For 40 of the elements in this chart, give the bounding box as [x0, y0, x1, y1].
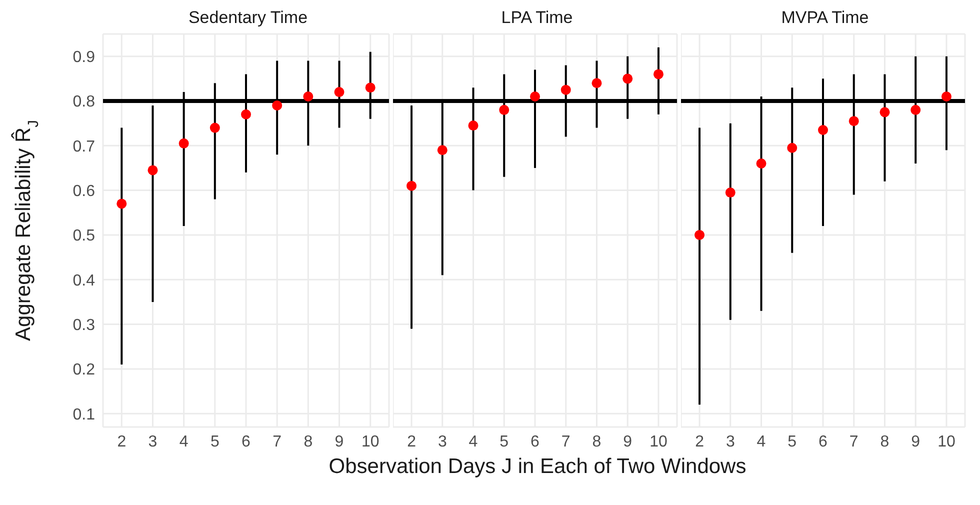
x-tick-label: 4 [468, 433, 478, 450]
y-tick-label: 0.1 [72, 406, 96, 424]
x-tick-label: 10 [938, 433, 956, 450]
x-tick-label: 6 [818, 433, 828, 450]
x-tick-label: 10 [650, 433, 668, 450]
x-tick-label: 8 [880, 433, 890, 450]
x-tick-label: 7 [272, 433, 282, 450]
chart-title: Sedentary Time [187, 8, 309, 29]
x-tick-label: 5 [210, 433, 220, 450]
x-tick-label: 10 [361, 433, 380, 450]
x-tick-label: 9 [334, 433, 344, 450]
x-tick-label: 6 [530, 433, 540, 450]
x-tick-label: 4 [179, 433, 188, 450]
x-tick-label: 7 [849, 433, 858, 450]
x-tick-label: 6 [242, 433, 251, 450]
x-tick-label: 2 [117, 433, 126, 450]
x-axis-title: Observation Days J in Each of Two Windows [328, 455, 748, 479]
x-tick-label: 7 [561, 433, 570, 450]
y-tick-label: 0.9 [72, 49, 96, 66]
y-tick-label: 0.6 [72, 182, 96, 200]
y-tick-label: 0.4 [72, 272, 96, 290]
x-tick-label: 5 [500, 433, 509, 450]
x-tick-label: 8 [592, 433, 602, 450]
y-tick-label: 0.5 [72, 228, 96, 245]
x-tick-label: 8 [304, 433, 313, 450]
y-tick-label: 0.2 [72, 362, 96, 379]
chart-title: MVPA Time [780, 8, 870, 29]
x-tick-label: 4 [756, 433, 766, 450]
x-tick-label: 9 [623, 433, 632, 450]
x-tick-label: 5 [788, 433, 797, 450]
x-tick-label: 2 [695, 433, 704, 450]
x-tick-label: 3 [438, 433, 447, 450]
x-tick-label: 9 [911, 433, 920, 450]
chart-title: LPA Time [500, 8, 574, 29]
x-tick-label: 3 [148, 433, 158, 450]
y-tick-label: 0.3 [72, 316, 96, 334]
x-tick-label: 3 [726, 433, 735, 450]
x-tick-label: 2 [407, 433, 416, 450]
y-tick-label: 0.7 [72, 138, 96, 156]
y-tick-label: 0.8 [72, 94, 96, 111]
